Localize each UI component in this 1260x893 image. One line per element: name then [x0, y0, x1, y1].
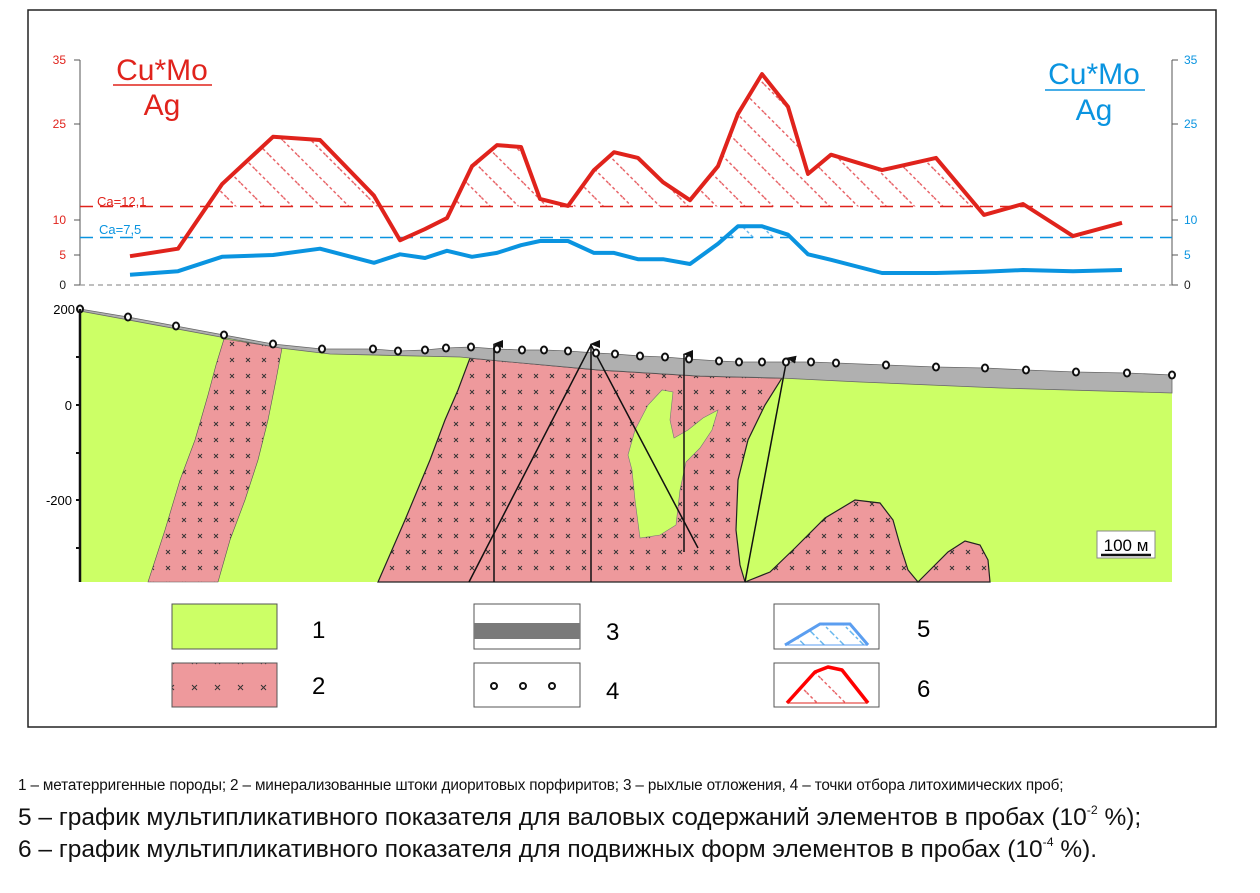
- sample-point: [592, 348, 600, 358]
- sample-point: [782, 357, 790, 367]
- threshold-label-red: Ca=12,1: [97, 194, 147, 209]
- caption-line-2-end: %);: [1097, 804, 1142, 832]
- series-line-blue: [129, 224, 1123, 277]
- sample-point: [518, 345, 526, 355]
- sample-point: [318, 344, 326, 354]
- legend-label-1: 1: [312, 617, 325, 644]
- sample-point: [1022, 365, 1030, 375]
- sample-point: [611, 349, 619, 359]
- sample-point: [882, 360, 890, 370]
- sample-point: [636, 351, 644, 361]
- y-tick-label-left: 0: [59, 278, 66, 292]
- caption-line-2-text: 5 – график мультипликативного показателя…: [18, 804, 1087, 832]
- geological-section: 200 0 -200 100 м: [46, 302, 1176, 583]
- caption-line-3-end: %).: [1053, 836, 1098, 864]
- right-title-numerator: Cu*Mo: [1048, 58, 1140, 91]
- sample-point: [661, 352, 669, 362]
- legend-swatch-sample-points: [473, 662, 581, 708]
- sample-point: [564, 346, 572, 356]
- porphyry-stock-lobe-1: [744, 499, 920, 583]
- caption-line-3: 6 – график мультипликативного показателя…: [18, 835, 1097, 864]
- elevation-tick-label: -200: [46, 493, 72, 508]
- metaterrigenous-xenolith: [627, 389, 719, 539]
- y-tick-label-right: 25: [1184, 117, 1198, 131]
- sample-point: [832, 358, 840, 368]
- sample-point: [540, 345, 548, 355]
- y-tick-label-right: 35: [1184, 53, 1198, 67]
- sample-point: [715, 356, 723, 366]
- sample-point: [1072, 367, 1080, 377]
- sample-point: [1123, 368, 1131, 378]
- y-tick-label-right: 5: [1184, 248, 1191, 262]
- caption-line-1: 1 – метатерригенные породы; 2 – минерали…: [18, 777, 1064, 794]
- y-tick-label-left: 10: [53, 213, 67, 227]
- y-tick-label-left: 35: [53, 53, 67, 67]
- sample-point: [442, 343, 450, 353]
- sample-point: [394, 346, 402, 356]
- profile-chart: 35 35 25 25 10 10 5 5 0 0 Ca=12,1 Ca=7,5 Cu*Mo Ag…: [53, 53, 1198, 292]
- porphyry-stock-lobe-2: [916, 540, 991, 583]
- sample-point: [172, 321, 180, 331]
- red-anomaly-hatch: [206, 74, 1027, 207]
- sample-point: [269, 339, 277, 349]
- sample-point: [1168, 370, 1176, 380]
- y-tick-label-right: 10: [1184, 213, 1198, 227]
- porphyry-stock-left: [147, 338, 283, 583]
- caption-line-3-text: 6 – график мультипликативного показателя…: [18, 836, 1043, 864]
- drill-hole: [590, 344, 699, 549]
- sample-point: [220, 330, 228, 340]
- sample-point: [685, 354, 693, 364]
- sample-point: [807, 357, 815, 367]
- legend-label-5: 5: [917, 616, 930, 643]
- legend-swatch-metaterrigenous: [171, 603, 278, 650]
- blue-anomaly-hatch: [725, 226, 791, 238]
- figure-frame: [27, 9, 1217, 728]
- drill-hole: [468, 344, 592, 583]
- sample-point: [758, 357, 766, 367]
- sample-point: [735, 357, 743, 367]
- caption-line-2-exponent: -2: [1086, 803, 1098, 817]
- legend: 1 2 3 4 5 6: [171, 603, 930, 708]
- elevation-tick-label: 200: [53, 302, 75, 317]
- scale-bar-label: 100 м: [1104, 536, 1149, 555]
- y-tick-label-left: 25: [53, 117, 67, 131]
- right-title-denominator: Ag: [1076, 94, 1113, 127]
- sample-point: [981, 363, 989, 373]
- caption-line-3-exponent: -4: [1042, 835, 1054, 849]
- sample-point: [369, 344, 377, 354]
- scale-bar-box: [1096, 530, 1156, 559]
- sample-point: [493, 344, 501, 354]
- left-title-denominator: Ag: [144, 89, 181, 122]
- legend-label-6: 6: [917, 676, 930, 703]
- left-title-numerator: Cu*Mo: [116, 54, 208, 87]
- caption-line-2: 5 – график мультипликативного показателя…: [18, 803, 1141, 832]
- sample-point: [932, 362, 940, 372]
- legend-label-3: 3: [606, 619, 619, 646]
- legend-label-2: 2: [312, 673, 325, 700]
- elevation-tick-label: 0: [65, 398, 72, 413]
- drill-hole: [744, 355, 797, 583]
- threshold-label-blue: Ca=7,5: [99, 222, 141, 237]
- legend-label-4: 4: [606, 678, 619, 705]
- sample-point: [421, 345, 429, 355]
- y-tick-label-left: 5: [59, 248, 66, 262]
- y-tick-label-right: 0: [1184, 278, 1191, 292]
- sample-point: [124, 312, 132, 322]
- sample-point: [467, 342, 475, 352]
- legend-swatch-porphyry: [171, 662, 278, 708]
- series-line-red: [129, 72, 1123, 259]
